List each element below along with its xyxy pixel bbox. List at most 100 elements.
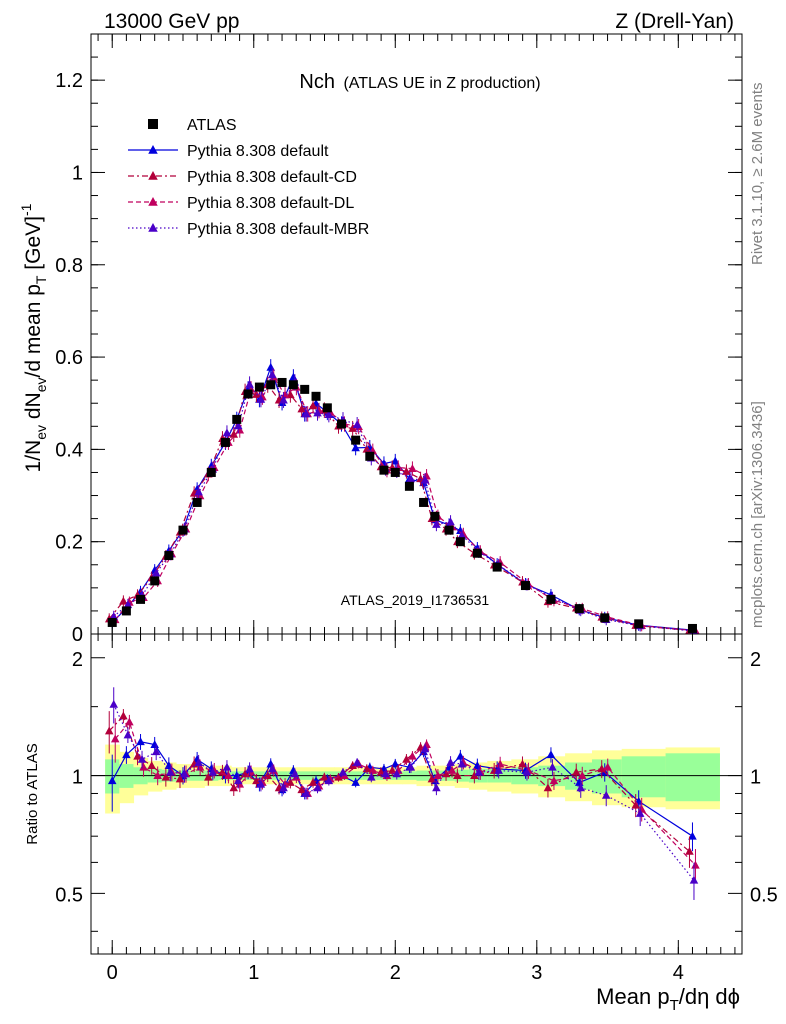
ratio-point [601, 790, 611, 799]
ratio-point [150, 740, 159, 748]
ratio-point [147, 761, 156, 770]
data-point [406, 474, 416, 483]
data-point [252, 389, 261, 398]
atlas-point [254, 382, 264, 392]
chart-title: Nch (ATLAS UE in Z production) [299, 71, 540, 93]
ratio-point [110, 734, 120, 743]
ratio-point [252, 776, 261, 785]
ratio-point [689, 875, 699, 884]
y-tick-label: 0.4 [55, 439, 83, 461]
data-point [432, 520, 441, 528]
y-tick-label: 1 [72, 162, 83, 184]
legend-marker [148, 171, 158, 180]
ratio-point [229, 783, 239, 792]
atlas-point [311, 391, 321, 401]
ratio-y-tick-label: 0.5 [55, 884, 83, 906]
ratio-point [446, 757, 455, 766]
ratio-point [125, 717, 134, 726]
ratio-point [123, 730, 133, 739]
ratio-y-tick-label-right: 2 [750, 649, 761, 671]
data-point [245, 379, 254, 388]
ratio-point [122, 750, 131, 759]
ratio-point [473, 761, 482, 770]
y-axis-label: 1/Nev dNev/d mean pT [GeV]-1 [18, 203, 49, 472]
legend-marker-atlas [148, 119, 158, 129]
data-point [256, 394, 266, 403]
atlas-point [150, 576, 160, 586]
atlas-point [455, 537, 465, 547]
atlas-point [220, 437, 230, 447]
atlas-point [192, 497, 202, 507]
ratio-point [432, 783, 441, 792]
ratio-point [688, 831, 697, 840]
data-point [233, 421, 243, 430]
data-point [151, 568, 161, 577]
atlas-point [266, 380, 276, 390]
ratio-point [548, 762, 557, 771]
ratio-point [574, 778, 584, 786]
atlas-point [419, 497, 429, 507]
ratio-point [367, 772, 376, 781]
ratio-point [422, 740, 431, 748]
data-point [280, 390, 290, 399]
ratio-point [390, 759, 400, 768]
data-point [446, 517, 455, 526]
data-point [324, 410, 334, 419]
ratio-point [546, 750, 556, 759]
x-axis-label: Mean pT/dη dϕ [596, 984, 740, 1014]
legend-label: Pythia 8.308 default-CD [187, 169, 357, 186]
x-tick-label: 3 [531, 962, 542, 984]
ratio-point [685, 846, 694, 855]
ratio-point [494, 766, 503, 774]
band-inner [621, 756, 667, 798]
atlas-point [164, 551, 174, 561]
mcplots-label: mcplots.cern.ch [arXiv:1306.3436] [749, 401, 766, 628]
data-point [390, 456, 400, 465]
ratio-point [104, 726, 114, 735]
ratio-point [376, 767, 386, 776]
ratio-point [151, 747, 161, 756]
ratio-point [576, 783, 586, 792]
data-point [235, 425, 245, 434]
ratio-point [324, 776, 334, 785]
data-point [229, 429, 239, 438]
ratio-point [256, 779, 266, 788]
ratio-point [153, 771, 162, 779]
ratio-point [543, 783, 553, 792]
legend-label: Pythia 8.308 default-DL [187, 195, 354, 212]
ratio-point [522, 767, 532, 776]
ratio-point [402, 754, 411, 763]
atlas-point [136, 594, 146, 604]
atlas-point [574, 604, 584, 614]
ratio-point [577, 771, 587, 779]
data-point [362, 444, 372, 453]
ratio-point [208, 767, 218, 776]
data-point [408, 464, 417, 472]
atlas-point [351, 435, 361, 445]
legend: ATLAS Pythia 8.308 default Pythia 8.308 de… [128, 117, 369, 238]
ratio-point [161, 772, 171, 781]
data-point [194, 487, 203, 496]
atlas-point [365, 451, 375, 461]
ratio-point [635, 808, 645, 817]
ratio-point [194, 757, 203, 766]
ratio-point [301, 788, 311, 797]
ratio-y-tick-label: 1 [72, 767, 83, 789]
series-ratio-line [114, 720, 696, 866]
ratio-point [297, 785, 306, 794]
ratio-point [320, 772, 329, 781]
ratio-point [420, 744, 430, 753]
ratio-point [447, 766, 457, 774]
legend-label: Pythia 8.308 default [187, 143, 329, 160]
y-tick-label: 0.2 [55, 532, 83, 554]
ratio-point [453, 771, 462, 779]
ratio-point [441, 769, 451, 778]
ratio-point [691, 860, 700, 869]
ratio-point [408, 751, 417, 760]
data-point [457, 530, 467, 539]
ratio-point [222, 762, 232, 771]
ratio-point [549, 776, 559, 785]
atlas-point [600, 613, 610, 623]
atlas-point [472, 548, 482, 558]
data-point [313, 408, 322, 417]
